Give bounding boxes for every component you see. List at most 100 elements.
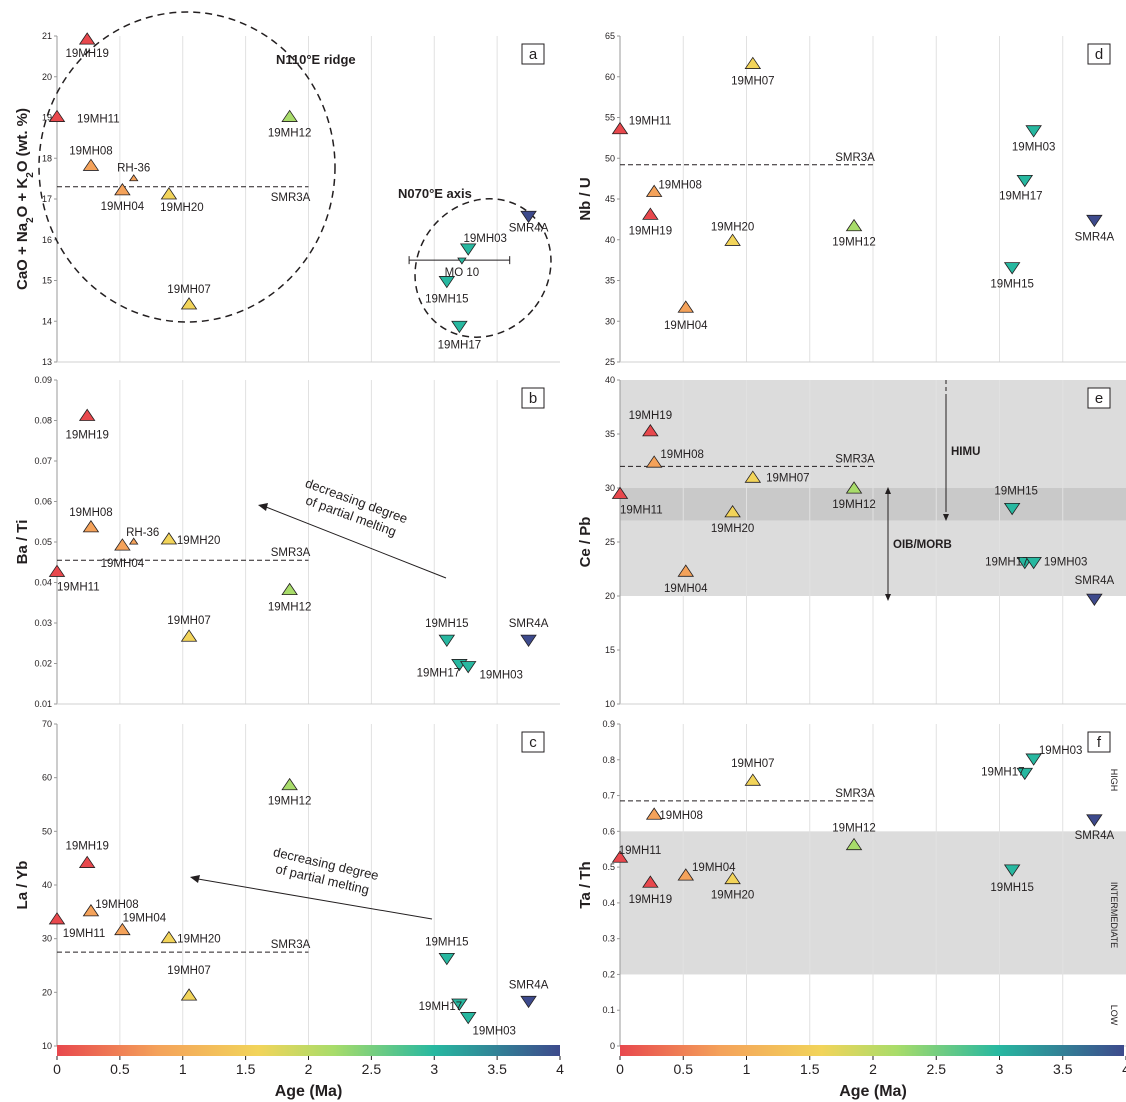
point-label: 19MH12 [832, 823, 875, 835]
point-label: 19MH20 [711, 523, 754, 535]
data-point [160, 930, 178, 944]
point-label: 19MH12 [268, 602, 311, 614]
point-label: 19MH20 [711, 890, 754, 902]
y-axis-title-part: 2 [25, 172, 36, 178]
point-label: 19MH11 [77, 114, 120, 126]
y-tick-label: 0.04 [34, 578, 52, 588]
reference-label: SMR3A [271, 547, 311, 559]
data-point [114, 922, 131, 936]
y-tick-label: 10 [605, 699, 615, 709]
y-tick-label: 0.1 [602, 1005, 615, 1015]
point-label: 19MH11 [57, 581, 100, 593]
x-tick-label: 4 [1122, 1061, 1126, 1077]
y-tick-label: 60 [42, 773, 52, 783]
oib-arrowhead-bottom [885, 594, 891, 601]
point-label: 19MH20 [177, 535, 220, 547]
point-label: 19MH03 [1039, 745, 1082, 757]
data-point [281, 777, 298, 791]
data-point [520, 995, 537, 1009]
y-tick-label: 18 [42, 153, 52, 163]
y-tick-label: 0.06 [34, 497, 52, 507]
trend-annotation: decreasing degreeof partial melting [298, 475, 410, 541]
data-point [451, 320, 468, 334]
y-tick-label: 25 [605, 537, 615, 547]
point-label: 19MH17 [985, 556, 1028, 568]
y-tick-label: 0.6 [602, 826, 615, 836]
data-point [459, 243, 477, 256]
y-tick-label: 65 [605, 31, 615, 41]
y-tick-label: 15 [42, 276, 52, 286]
x-tick-label: 0.5 [110, 1061, 130, 1077]
point-label: 19MH17 [999, 190, 1042, 202]
data-point [438, 276, 456, 289]
reference-label: SMR3A [835, 152, 875, 164]
y-tick-label: 35 [605, 429, 615, 439]
data-point [677, 300, 695, 313]
data-point [845, 837, 863, 851]
x-tick-label: 2 [305, 1061, 313, 1077]
data-point [1025, 125, 1042, 138]
himu-arrowhead [943, 514, 949, 521]
trend-arrow [265, 506, 447, 579]
data-point [82, 158, 100, 171]
point-label: 19MH08 [69, 145, 112, 157]
annotation-himu: HIMU [951, 446, 980, 458]
point-label: 19MH04 [101, 558, 145, 570]
panel-letter-box [1087, 43, 1111, 65]
age-colorbar [620, 1045, 1124, 1056]
data-point [78, 408, 96, 421]
data-point [457, 257, 467, 265]
data-point [1016, 767, 1034, 781]
data-point [677, 868, 695, 881]
point-label: 19MH03 [463, 233, 506, 245]
panel-letter-box [521, 387, 545, 409]
data-point [611, 121, 629, 135]
y-tick-label: 70 [42, 719, 52, 729]
point-label: 19MH17 [981, 766, 1024, 778]
point-label: 19MH12 [832, 499, 875, 511]
y-tick-label: 16 [42, 235, 52, 245]
y-tick-label: 40 [605, 375, 615, 385]
panel-e: 10 15 20 25 30 35 40 Ce / Pb e SMR3A HIMU OIB/MORB 1… [577, 375, 1126, 709]
y-tick-label: 30 [605, 316, 615, 326]
point-label: 19MH04 [123, 913, 167, 925]
x-tick-label: 2.5 [362, 1061, 382, 1077]
y-tick-label: 0.3 [602, 934, 615, 944]
y-tick-label: 0.8 [602, 755, 615, 765]
trend-arrowhead [258, 503, 268, 511]
x-tick-label: 0 [53, 1061, 61, 1077]
data-point [642, 207, 659, 220]
data-point [642, 875, 659, 888]
point-label: 19MH04 [664, 320, 708, 332]
y-tick-label: 20 [605, 591, 615, 601]
y-tick-label: 17 [42, 194, 52, 204]
y-tick-label: 55 [605, 113, 615, 123]
point-label: 19MH03 [472, 1025, 515, 1037]
point-label: 19MH15 [990, 279, 1033, 291]
point-label: 19MH17 [419, 1001, 462, 1013]
data-point [1086, 814, 1103, 827]
data-point [645, 184, 663, 197]
age-colorbar [57, 1045, 560, 1056]
point-label: SMR4A [1075, 231, 1115, 243]
data-point [82, 520, 100, 533]
data-point [48, 912, 66, 925]
y-tick-label: 20 [42, 72, 52, 82]
data-point [180, 297, 198, 310]
data-point [744, 470, 762, 483]
y-tick-label: 25 [605, 357, 615, 367]
point-label: 19MH03 [479, 670, 522, 682]
point-label: 19MH07 [731, 758, 774, 770]
annotation-oib: OIB/MORB [893, 539, 952, 551]
y-axis-title-part: CaO + Na [14, 222, 31, 290]
point-label: 19MH08 [69, 507, 112, 519]
annotation-level: INTERMEDIATE [1109, 882, 1119, 948]
data-point [744, 56, 762, 69]
y-tick-label: 40 [605, 235, 615, 245]
point-label: 19MH03 [1012, 142, 1055, 154]
y-tick-label: 30 [605, 483, 615, 493]
point-label: 19MH04 [692, 862, 736, 874]
point-label: 19MH15 [990, 882, 1033, 894]
